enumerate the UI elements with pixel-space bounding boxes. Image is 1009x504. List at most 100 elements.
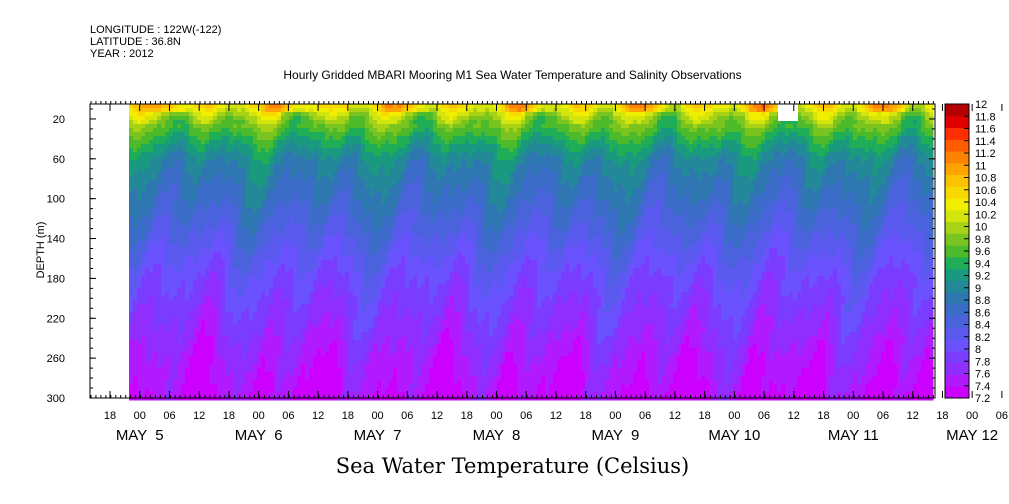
heatmap-cell: [153, 268, 158, 273]
heatmap-cell: [381, 356, 386, 361]
heatmap-cell: [253, 384, 258, 389]
heatmap-cell: [141, 252, 146, 257]
heatmap-cell: [129, 104, 134, 109]
heatmap-cell: [237, 340, 242, 345]
heatmap-cell: [357, 340, 362, 345]
heatmap-cell: [157, 220, 162, 225]
heatmap-cell: [345, 236, 350, 241]
heatmap-cell: [377, 352, 382, 357]
heatmap-cell: [257, 316, 262, 321]
heatmap-cell: [209, 232, 214, 237]
heatmap-cell: [257, 356, 262, 361]
heatmap-cell: [285, 360, 290, 365]
heatmap-cell: [181, 124, 186, 129]
heatmap-cell: [341, 160, 346, 165]
heatmap-cell: [225, 244, 230, 249]
heatmap-cell: [153, 360, 158, 365]
heatmap-cell: [181, 144, 186, 149]
heatmap-cell: [177, 180, 182, 185]
heatmap-cell: [377, 132, 382, 137]
heatmap-cell: [205, 128, 210, 133]
heatmap-cell: [393, 364, 398, 369]
heatmap-cell: [341, 264, 346, 269]
heatmap-cell: [365, 340, 370, 345]
heatmap-cell: [289, 152, 294, 157]
heatmap-cell: [137, 112, 142, 117]
heatmap-cell: [369, 368, 374, 373]
heatmap-cell: [209, 116, 214, 121]
heatmap-cell: [361, 208, 366, 213]
heatmap-cell: [185, 384, 190, 389]
heatmap-cell: [129, 216, 134, 221]
heatmap-cell: [333, 248, 338, 253]
heatmap-cell: [329, 176, 334, 181]
heatmap-cell: [393, 268, 398, 273]
heatmap-cell: [201, 336, 206, 341]
heatmap-cell: [325, 312, 330, 317]
heatmap-cell: [209, 252, 214, 257]
heatmap-cell: [185, 132, 190, 137]
heatmap-cell: [137, 176, 142, 181]
heatmap-cell: [261, 308, 266, 313]
heatmap-cell: [245, 180, 250, 185]
heatmap-cell: [173, 228, 178, 233]
heatmap-cell: [277, 324, 282, 329]
heatmap-cell: [365, 368, 370, 373]
heatmap-cell: [165, 112, 170, 117]
heatmap-cell: [329, 388, 334, 393]
heatmap-cell: [241, 264, 246, 269]
heatmap-cell: [129, 292, 134, 297]
heatmap-cell: [265, 352, 270, 357]
heatmap-cell: [245, 308, 250, 313]
heatmap-cell: [169, 272, 174, 277]
heatmap-cell: [221, 280, 226, 285]
heatmap-cell: [233, 320, 238, 325]
heatmap-cell: [177, 148, 182, 153]
heatmap-cell: [333, 316, 338, 321]
heatmap-cell: [261, 216, 266, 221]
heatmap-cell: [253, 268, 258, 273]
heatmap-cell: [277, 284, 282, 289]
heatmap-cell: [353, 260, 358, 265]
heatmap-cell: [197, 284, 202, 289]
heatmap-cell: [221, 120, 226, 125]
heatmap-cell: [133, 320, 138, 325]
heatmap-cell: [165, 324, 170, 329]
heatmap-cell: [265, 164, 270, 169]
heatmap-cell: [261, 256, 266, 261]
heatmap-cell: [365, 304, 370, 309]
heatmap-cell: [241, 192, 246, 197]
heatmap-cell: [381, 344, 386, 349]
heatmap-cell: [157, 112, 162, 117]
heatmap-cell: [281, 352, 286, 357]
heatmap-cell: [361, 332, 366, 337]
heatmap-cell: [197, 368, 202, 373]
heatmap-cell: [321, 124, 326, 129]
heatmap-cell: [213, 344, 218, 349]
heatmap-cell: [201, 116, 206, 121]
heatmap-cell: [225, 212, 230, 217]
heatmap-cell: [153, 104, 158, 109]
heatmap-cell: [185, 112, 190, 117]
heatmap-cell: [373, 144, 378, 149]
heatmap-cell: [293, 344, 298, 349]
heatmap-cell: [249, 156, 254, 161]
heatmap-cell: [285, 156, 290, 161]
heatmap-cell: [385, 216, 390, 221]
heatmap-cell: [149, 252, 154, 257]
heatmap-cell: [261, 208, 266, 213]
heatmap-cell: [269, 136, 274, 141]
heatmap-cell: [305, 132, 310, 137]
heatmap-cell: [329, 308, 334, 313]
heatmap-cell: [193, 164, 198, 169]
heatmap-cell: [225, 292, 230, 297]
heatmap-cell: [353, 184, 358, 189]
heatmap-cell: [137, 256, 142, 261]
heatmap-cell: [209, 384, 214, 389]
heatmap-cell: [185, 340, 190, 345]
heatmap-cell: [137, 376, 142, 381]
heatmap-cell: [253, 140, 258, 145]
heatmap-cell: [377, 376, 382, 381]
heatmap-cell: [345, 172, 350, 177]
heatmap-cell: [305, 168, 310, 173]
